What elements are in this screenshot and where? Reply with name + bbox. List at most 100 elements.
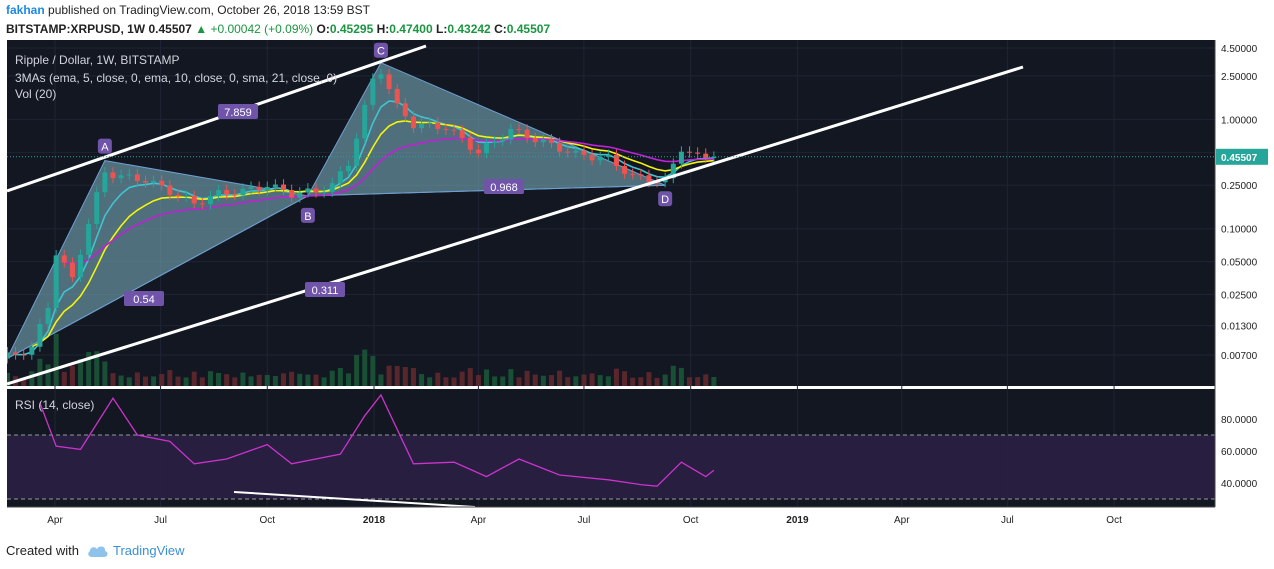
- volume-bar: [557, 370, 563, 386]
- candle-body: [378, 74, 384, 79]
- volume-bar: [151, 376, 157, 386]
- time-tick-label: Oct: [683, 515, 699, 526]
- volume-bar: [21, 377, 27, 386]
- candle-body: [386, 74, 392, 90]
- volume-bar: [459, 371, 465, 386]
- time-tick-label: Apr: [47, 515, 63, 526]
- candle-body: [118, 175, 124, 179]
- candle-body: [13, 352, 19, 355]
- volume-bar: [29, 371, 35, 386]
- axes: 4.500002.500001.000000.500000.250000.100…: [7, 40, 1274, 537]
- volume-bar: [678, 367, 684, 386]
- volume-bar: [524, 370, 530, 386]
- candle-body: [53, 255, 59, 308]
- volume-bar: [329, 370, 335, 386]
- volume-bar: [662, 374, 668, 386]
- price-tick-label: 0.05000: [1221, 258, 1258, 269]
- candle-body: [329, 183, 335, 192]
- candle-body: [0, 359, 2, 361]
- volume-bar: [248, 376, 254, 386]
- volume-bar: [175, 376, 181, 386]
- volume-bar: [264, 374, 270, 386]
- ratio-badge: [305, 282, 345, 297]
- time-tick-label: Jul: [578, 515, 591, 526]
- candle-body: [183, 195, 189, 197]
- volume-bar: [711, 376, 717, 386]
- candle-body: [500, 139, 506, 142]
- time-tick-label: Apr: [471, 515, 487, 526]
- volume-bar: [540, 375, 546, 386]
- price-tick-label: 4.50000: [1221, 44, 1258, 55]
- ema-10-line: [31, 120, 714, 348]
- volume-bars: [0, 333, 717, 386]
- author-name[interactable]: fakhan: [6, 3, 45, 17]
- ratio-badge: [484, 179, 524, 194]
- tradingview-logo[interactable]: TradingView: [87, 543, 185, 558]
- time-tick-label: 2018: [363, 515, 386, 526]
- volume-bar: [142, 376, 148, 386]
- candle-body: [281, 184, 287, 191]
- pattern-point-badge: [97, 138, 112, 154]
- candle-body: [695, 152, 701, 154]
- volume-bar: [646, 372, 652, 386]
- cloud-icon: [88, 546, 108, 557]
- candle-body: [605, 154, 611, 157]
- candle-body: [240, 188, 246, 196]
- candle-body: [248, 186, 254, 189]
- time-tick-label: Oct: [259, 515, 275, 526]
- candle-body: [45, 307, 51, 324]
- volume-bar: [191, 371, 197, 386]
- volume-bar: [703, 374, 709, 386]
- price-tick-label: 0.02500: [1221, 291, 1258, 302]
- candle-body: [313, 188, 319, 193]
- volume-bar: [0, 376, 2, 386]
- candle-body: [159, 180, 165, 186]
- candle-body: [540, 139, 546, 143]
- volume-bar: [102, 361, 108, 386]
- candle-body: [191, 195, 197, 204]
- rsi-line: [39, 393, 715, 487]
- candle-body: [224, 190, 230, 195]
- volume-bar: [654, 377, 660, 386]
- footer: Created with TradingView: [6, 543, 185, 558]
- candle-body: [419, 123, 425, 129]
- volume-bar: [126, 377, 132, 386]
- candle-body: [492, 141, 498, 144]
- candle-body: [86, 223, 92, 255]
- candle-body: [94, 192, 100, 224]
- low-value: 0.43242: [447, 22, 491, 36]
- candle-body: [78, 254, 84, 278]
- candle-body: [272, 184, 278, 187]
- volume-bar: [289, 371, 295, 386]
- pattern-point-label: B: [304, 211, 311, 223]
- volume-bar: [118, 375, 124, 386]
- pattern-xb-leg: [7, 195, 309, 359]
- trend-lines[interactable]: [7, 44, 1024, 386]
- symbol-label: BITSTAMP:XRPUSD, 1W: [6, 22, 146, 36]
- volume-bar: [467, 368, 473, 386]
- price-tick-label: 0.10000: [1221, 225, 1258, 236]
- moving-averages: [15, 100, 714, 356]
- volume-bar: [272, 375, 278, 386]
- volume-bar: [402, 367, 408, 386]
- volume-bar: [508, 369, 514, 386]
- volume-bar: [370, 355, 376, 386]
- volume-bar: [232, 377, 238, 386]
- volume-bar: [256, 374, 262, 386]
- candle-body: [216, 190, 222, 197]
- rsi-indicator: [7, 393, 1215, 507]
- candle-body: [402, 103, 408, 117]
- volume-bar: [345, 373, 351, 386]
- candle-body: [321, 191, 327, 193]
- volume-bar: [484, 369, 490, 386]
- candle-body: [630, 173, 636, 175]
- time-tick-label: Oct: [1106, 515, 1122, 526]
- volume-bar: [354, 354, 360, 386]
- price-change: +0.00042 (+0.09%): [210, 22, 314, 36]
- pattern-point-badge: [658, 191, 673, 207]
- open-value: 0.45295: [329, 22, 374, 36]
- volume-bar: [589, 373, 595, 386]
- pattern-point-label: D: [661, 194, 669, 206]
- candle-body: [484, 143, 490, 154]
